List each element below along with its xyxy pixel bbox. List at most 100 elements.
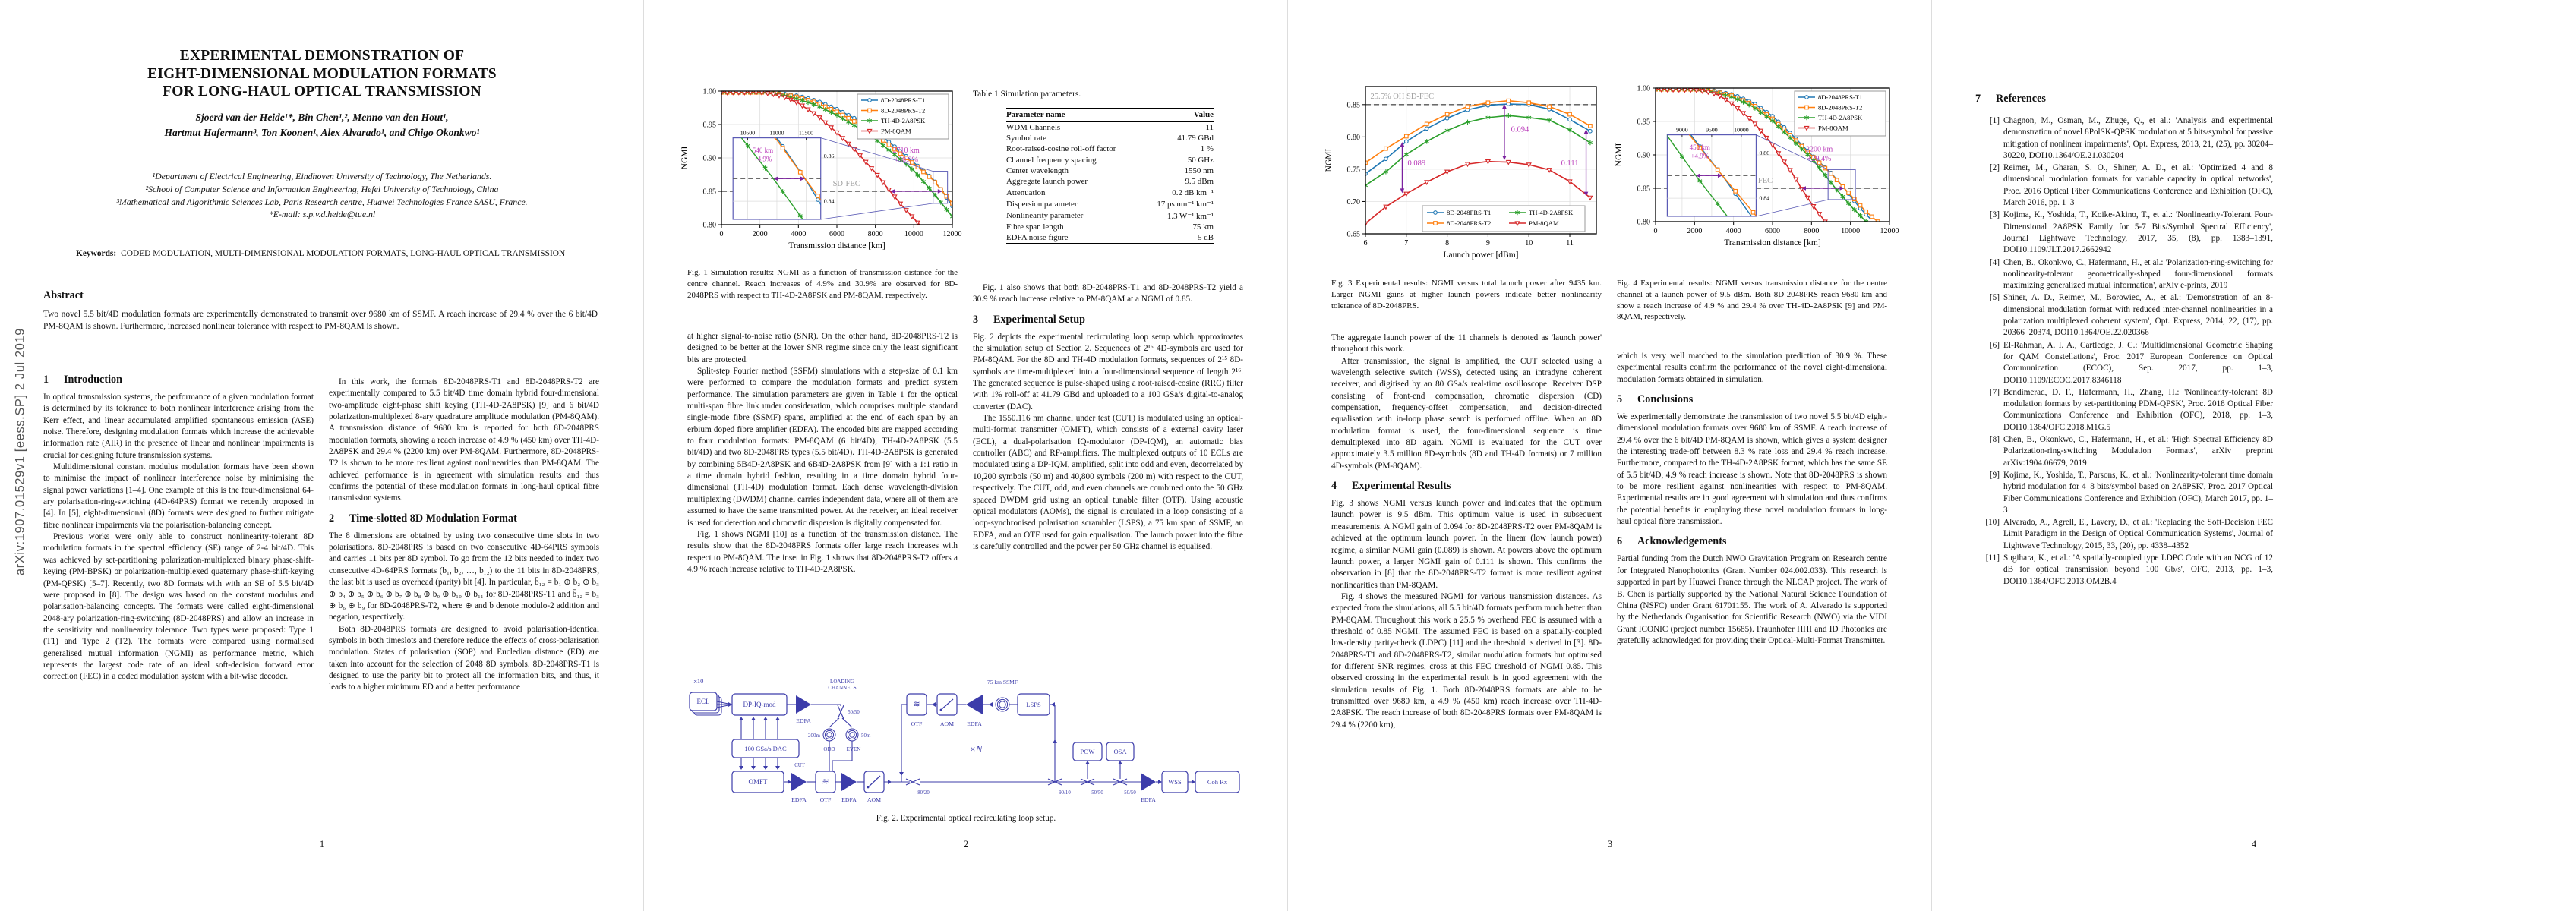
svg-text:8: 8 bbox=[1445, 239, 1449, 247]
svg-text:Transmission distance [km]: Transmission distance [km] bbox=[1724, 238, 1820, 247]
paragraph: The 1550.116 nm channel under test (CUT)… bbox=[973, 414, 1243, 551]
reference-number: [9] bbox=[1989, 470, 2000, 480]
table-row: Dispersion parameter 17 ps nm⁻¹ km⁻¹ bbox=[1006, 198, 1214, 210]
svg-text:90/10: 90/10 bbox=[1059, 790, 1071, 796]
svg-text:12000: 12000 bbox=[943, 230, 962, 238]
dp-iq-modulator: DP-IQ-mod bbox=[731, 693, 788, 716]
simulation-parameters-table: Parameter name Value WDM Channels 11 Symbol … bbox=[1006, 108, 1214, 244]
paragraph: Both 8D-2048PRS formats are designed to … bbox=[329, 624, 599, 692]
paragraph: Previous works were only able to constru… bbox=[43, 532, 314, 682]
table-row: Fibre span length 75 km bbox=[1006, 222, 1214, 232]
figure-2-caption: Fig. 2. Experimental optical recirculati… bbox=[876, 814, 1056, 823]
ecl-laser: ECL bbox=[689, 692, 718, 711]
power-meter: POW bbox=[1072, 742, 1103, 761]
svg-text:1.00: 1.00 bbox=[703, 88, 717, 96]
svg-text:9: 9 bbox=[1486, 239, 1490, 247]
paragraph: Fig. 1 shows NGMI [10] as a function of … bbox=[687, 529, 958, 574]
svg-text:0.95: 0.95 bbox=[1637, 118, 1651, 127]
page-number: 3 bbox=[1607, 839, 1613, 850]
fibre-spool-icon bbox=[847, 730, 857, 740]
svg-text:CUT: CUT bbox=[794, 763, 805, 768]
svg-text:8D-2048PRS-T1: 8D-2048PRS-T1 bbox=[1447, 209, 1491, 216]
svg-text:0.90: 0.90 bbox=[703, 155, 717, 163]
coupler-icon bbox=[1047, 778, 1062, 786]
svg-text:10000: 10000 bbox=[904, 230, 923, 238]
svg-text:0.90: 0.90 bbox=[1637, 152, 1651, 160]
wss: WSS bbox=[1161, 771, 1189, 793]
figure-3-launch-power-chart: 25.5% OH SD-FEC 0.089 0.094 0.111 6 7 8 9 10 11 0.… bbox=[1324, 86, 1597, 260]
svg-text:7: 7 bbox=[1404, 239, 1408, 247]
svg-text:0.84: 0.84 bbox=[824, 198, 835, 205]
param-name-cell: Nonlinearity parameter bbox=[1006, 211, 1084, 221]
param-name-cell: Root-raised-cosine roll-off factor bbox=[1006, 144, 1116, 154]
svg-text:0.094: 0.094 bbox=[1511, 126, 1530, 134]
svg-text:0.95: 0.95 bbox=[703, 121, 717, 130]
param-name-cell: Channel frequency spacing bbox=[1006, 155, 1097, 165]
svg-text:11: 11 bbox=[1566, 239, 1574, 247]
reference-item: [6] El-Rahman, A. I. A., Cartledge, J. C.… bbox=[1975, 340, 2273, 386]
svg-text:AOM: AOM bbox=[867, 796, 881, 803]
svg-text:200m: 200m bbox=[808, 733, 821, 739]
svg-text:4000: 4000 bbox=[1726, 227, 1741, 235]
paragraph: Fig. 3 shows NGMI versus launch power an… bbox=[1331, 499, 1602, 590]
section-7-heading: 7 References bbox=[1975, 93, 2046, 105]
svg-text:AOM: AOM bbox=[940, 720, 954, 727]
keywords-text: CODED MODULATION, MULTI-DIMENSIONAL MODU… bbox=[121, 249, 566, 258]
svg-text:8D-2048PRS-T2: 8D-2048PRS-T2 bbox=[881, 107, 925, 115]
paragraph: at higher signal-to-noise ratio (SNR). O… bbox=[687, 332, 958, 364]
coupler-icon bbox=[1080, 778, 1095, 786]
affiliation: ³Mathematical and Algorithmic Sciences L… bbox=[116, 196, 528, 207]
svg-text:6: 6 bbox=[1364, 239, 1368, 247]
svg-text:EDFA: EDFA bbox=[796, 717, 811, 724]
svg-text:0.75: 0.75 bbox=[1347, 165, 1361, 174]
svg-text:80/20: 80/20 bbox=[917, 790, 930, 796]
table-header-row: Parameter name Value bbox=[1006, 108, 1214, 122]
svg-text:DP-IQ-mod: DP-IQ-mod bbox=[743, 701, 776, 708]
authors-line: Sjoerd van der Heide¹*, Bin Chen¹,², Men… bbox=[195, 112, 449, 123]
fibre-spool-icon bbox=[824, 730, 835, 740]
affiliation: ¹Department of Electrical Engineering, E… bbox=[152, 171, 492, 181]
page2-column-2: Fig. 1 also shows that both 8D-2048PRS-T… bbox=[973, 282, 1243, 553]
paragraph: In this work, the formats 8D-2048PRS-T1 … bbox=[329, 377, 599, 503]
edfa-amplifier-icon bbox=[791, 773, 807, 791]
svg-text:EDFA: EDFA bbox=[1141, 796, 1156, 803]
svg-text:TH-4D-2A8PSK: TH-4D-2A8PSK bbox=[1529, 209, 1574, 216]
fibre-spool-icon bbox=[849, 732, 855, 738]
param-name-cell: WDM Channels bbox=[1006, 123, 1061, 133]
edfa-amplifier-icon bbox=[1141, 773, 1156, 791]
paragraph: Multidimensional constant modulus modula… bbox=[43, 462, 314, 530]
param-value-cell: 9.5 dBm bbox=[1185, 177, 1214, 187]
title-line: FOR LONG-HAUL OPTICAL TRANSMISSION bbox=[163, 84, 481, 99]
svg-text:CHANNELS: CHANNELS bbox=[828, 685, 856, 691]
page3-column-2: which is very well matched to the simula… bbox=[1617, 351, 1887, 647]
reference-number: [3] bbox=[1989, 210, 2000, 220]
svg-text:EDFA: EDFA bbox=[791, 796, 807, 803]
svg-text:ECL: ECL bbox=[697, 698, 710, 705]
paper-title: EXPERIMENTAL DEMONSTRATION OF EIGHT-DIME… bbox=[0, 47, 644, 101]
svg-text:0.089: 0.089 bbox=[1407, 159, 1425, 168]
svg-text:0.80: 0.80 bbox=[1637, 219, 1651, 227]
fibre-spool-icon bbox=[826, 732, 832, 738]
reference-number: [5] bbox=[1989, 293, 2000, 303]
figure-1-caption: Fig. 1 Simulation results: NGMI as a fun… bbox=[687, 268, 958, 300]
table-row: EDFA noise figure 5 dB bbox=[1006, 232, 1214, 244]
table-row: Center wavelength 1550 nm bbox=[1006, 165, 1214, 176]
svg-text:SD-FEC: SD-FEC bbox=[833, 180, 860, 188]
paragraph: After transmission, the signal is amplif… bbox=[1331, 356, 1602, 471]
svg-text:×N: ×N bbox=[970, 744, 983, 755]
table-row: Root-raised-cosine roll-off factor 1 % bbox=[1006, 143, 1214, 154]
svg-text:OTF: OTF bbox=[820, 796, 832, 803]
reference-item: [4] Chen, B., Okonkwo, C., Hafermann, H.,… bbox=[1975, 257, 2273, 292]
paragraph: The 8 dimensions are obtained by using t… bbox=[329, 531, 599, 623]
svg-text:NGMI: NGMI bbox=[680, 147, 690, 170]
section-5-heading: 5 Conclusions bbox=[1617, 393, 1694, 406]
param-name-cell: Symbol rate bbox=[1006, 134, 1046, 143]
svg-text:2200 km: 2200 km bbox=[1806, 146, 1833, 154]
svg-text:10500: 10500 bbox=[740, 130, 756, 137]
svg-text:0.111: 0.111 bbox=[1561, 159, 1579, 168]
svg-text:0.70: 0.70 bbox=[1347, 198, 1361, 206]
param-value-cell: 17 ps nm⁻¹ km⁻¹ bbox=[1157, 200, 1214, 210]
svg-text:450 km: 450 km bbox=[1690, 143, 1710, 151]
svg-text:50m: 50m bbox=[861, 733, 871, 739]
lsps: LSPS bbox=[1017, 693, 1050, 716]
